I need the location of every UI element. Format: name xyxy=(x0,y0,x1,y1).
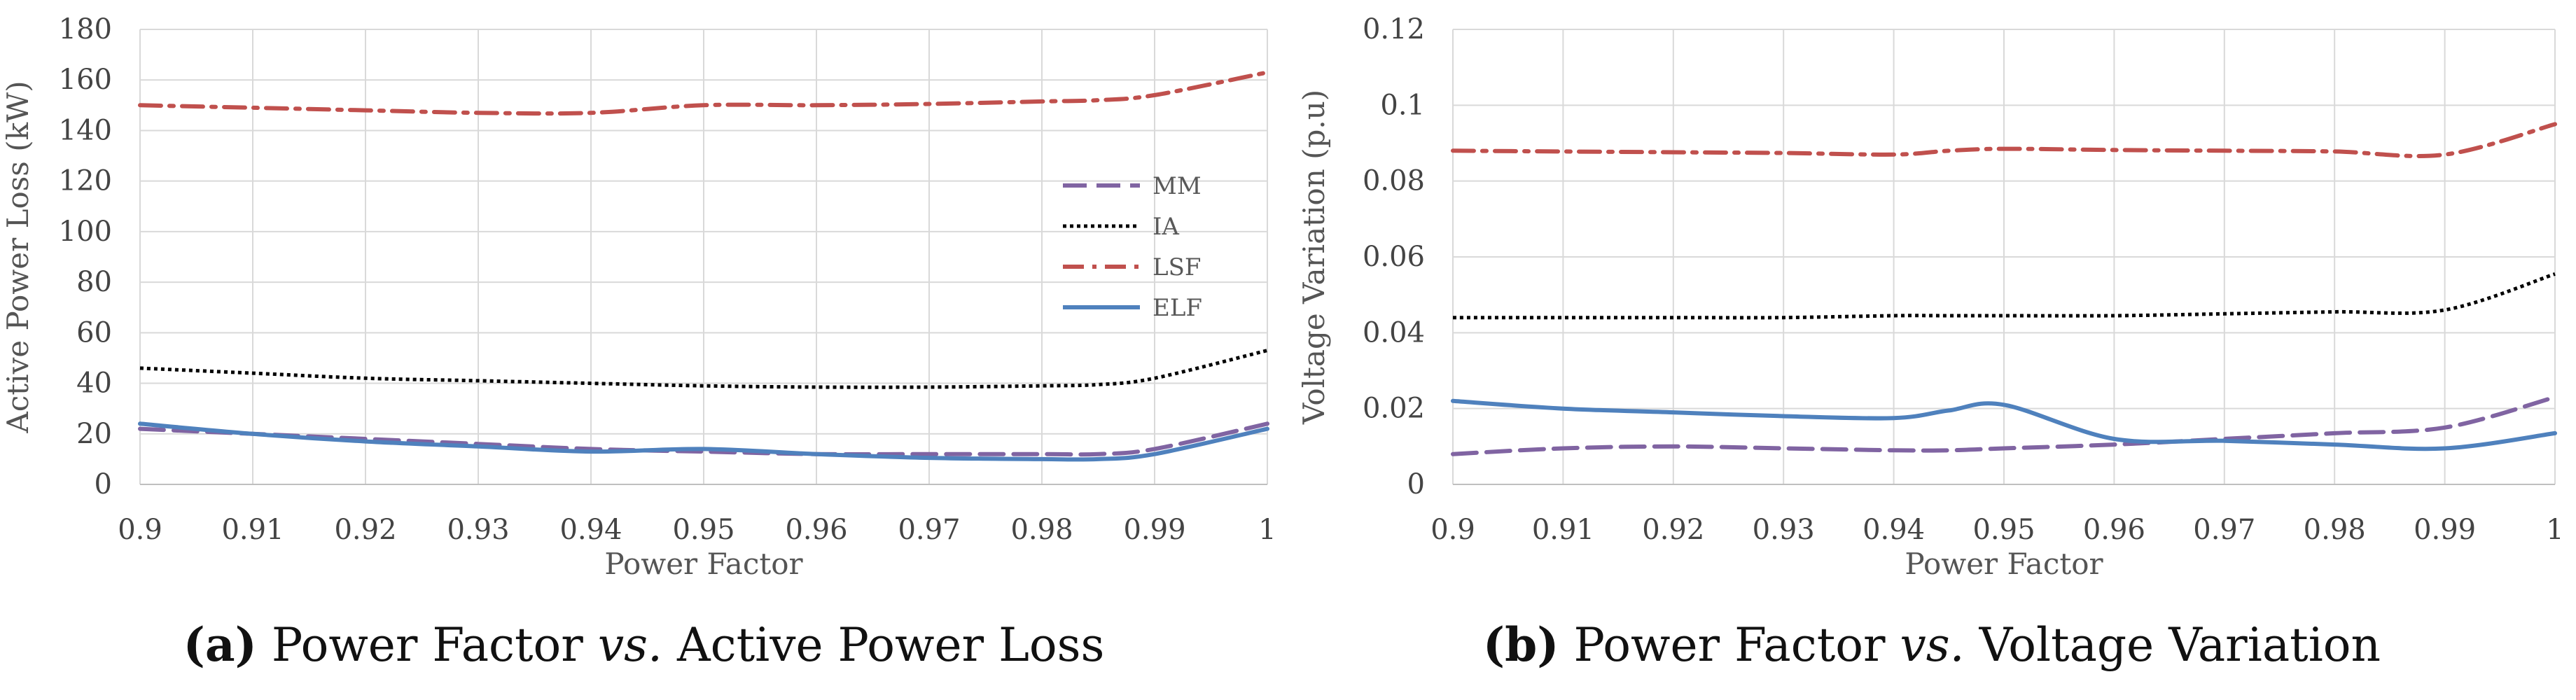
chart-a-x-tick-label: 0.95 xyxy=(672,514,734,546)
chart-b-x-tick-label: 0.92 xyxy=(1642,514,1704,546)
chart-b-x-tick-label: 0.96 xyxy=(2083,514,2145,546)
chart-a-svg: 0.9 0.91 0.92 0.93 0.94 0.95 0.96 0.97 0.98 0.99 1… xyxy=(1,13,1276,581)
caption-b-vs: vs. xyxy=(1900,618,1965,672)
chart-b-y-tick-label: 0.02 xyxy=(1363,393,1425,425)
chart-b-x-tick-label: 0.93 xyxy=(1753,514,1815,546)
chart-b-y-tick-label: 0.1 xyxy=(1380,89,1425,121)
chart-a-y-tick-label: 140 xyxy=(59,114,112,146)
chart-b-x-tick-label: 1 xyxy=(2546,514,2563,546)
chart-b-series-ia xyxy=(1452,272,2556,320)
chart-b-gridlines xyxy=(1452,29,2556,485)
chart-b-x-tick-label: 0.98 xyxy=(2304,514,2366,546)
chart-a-series-mm xyxy=(138,421,1269,457)
chart-b-x-axis-title: Power Factor xyxy=(1905,547,2103,581)
chart-b-y-tick-label: 0.06 xyxy=(1363,241,1425,273)
chart-a-x-axis-title: Power Factor xyxy=(604,547,803,581)
chart-a-series-lsf xyxy=(138,70,1269,116)
chart-a-x-tick-label: 0.98 xyxy=(1010,514,1073,546)
chart-a-series-ia xyxy=(139,349,1268,389)
chart-b-svg: 0.9 0.91 0.92 0.93 0.94 0.95 0.96 0.97 0.98 0.99 1… xyxy=(1297,13,2564,581)
chart-a-series-elf xyxy=(138,421,1269,462)
chart-b-y-tick-label: 0 xyxy=(1407,468,1425,500)
chart-a-x-tick-label: 0.99 xyxy=(1123,514,1185,546)
chart-a-y-tick-label: 100 xyxy=(59,216,112,248)
chart-a-y-tick-label: 60 xyxy=(76,316,112,349)
chart-b-series-elf xyxy=(1451,398,2557,451)
chart-a-y-tick-label: 180 xyxy=(59,13,112,46)
chart-panel-b: 0.9 0.91 0.92 0.93 0.94 0.95 0.96 0.97 0.98 0.99 1… xyxy=(1288,0,2576,700)
chart-b-y-axis-title: Voltage Variation (p.u) xyxy=(1297,90,1331,425)
chart-a-x-tick-label: 0.92 xyxy=(334,514,396,546)
chart-a-gridlines xyxy=(139,29,1268,485)
chart-b-x-tick-label: 0.9 xyxy=(1430,514,1475,546)
caption-a-before: Power Factor xyxy=(271,618,583,672)
chart-b-y-tick-label: 0.04 xyxy=(1363,316,1425,349)
chart-a-legend-label-mm: MM xyxy=(1153,172,1202,200)
chart-a-x-tick-label: 0.9 xyxy=(118,514,162,546)
chart-a-y-tick-label: 40 xyxy=(76,368,112,400)
chart-a-y-axis-title: Active Power Loss (kW) xyxy=(1,80,35,433)
chart-a-x-tick-label: 0.94 xyxy=(559,514,622,546)
chart-a-legend-label-ia: IA xyxy=(1153,213,1179,241)
caption-b-before: Power Factor xyxy=(1573,618,1886,672)
caption-b-tag: (b) xyxy=(1482,617,1559,672)
chart-b-y-tick-label: 0.08 xyxy=(1363,165,1425,197)
caption-a-after: Active Power Loss xyxy=(676,618,1105,672)
chart-a-y-tick-label: 20 xyxy=(76,418,112,450)
chart-b-series-lsf xyxy=(1451,122,2557,158)
caption-a-vs: vs. xyxy=(597,618,662,672)
chart-b-x-tick-label: 0.91 xyxy=(1532,514,1594,546)
chart-a-y-tick-label: 160 xyxy=(59,64,112,96)
caption-a: (a) Power Factor vs. Active Power Loss xyxy=(0,617,1288,672)
chart-a-x-tick-label: 0.97 xyxy=(898,514,960,546)
chart-a-y-tick-label: 120 xyxy=(59,165,112,197)
chart-a-legend: MM IA LSF ELF xyxy=(1063,172,1202,322)
chart-a-x-tick-label: 0.93 xyxy=(447,514,509,546)
chart-b-x-tick-label: 0.95 xyxy=(1972,514,2035,546)
chart-panel-a: 0.9 0.91 0.92 0.93 0.94 0.95 0.96 0.97 0.98 0.99 1… xyxy=(0,13,1288,672)
chart-a-y-tick-label: 80 xyxy=(76,266,112,298)
chart-a-legend-label-lsf: LSF xyxy=(1153,253,1201,281)
caption-b: (b) Power Factor vs. Voltage Variation xyxy=(1288,617,2576,672)
chart-b-series-mm xyxy=(1451,395,2557,456)
chart-a-x-tick-label: 1 xyxy=(1258,514,1276,546)
chart-b-x-tick-label: 0.94 xyxy=(1863,514,1925,546)
caption-a-tag: (a) xyxy=(183,617,257,672)
chart-b-x-tick-label: 0.97 xyxy=(2193,514,2255,546)
chart-a-x-tick-label: 0.96 xyxy=(785,514,847,546)
chart-b-y-tick-label: 0.12 xyxy=(1363,13,1425,46)
chart-a-legend-label-elf: ELF xyxy=(1153,294,1202,322)
caption-b-after: Voltage Variation xyxy=(1979,618,2381,672)
chart-a-x-tick-label: 0.91 xyxy=(221,514,284,546)
chart-b-x-tick-label: 0.99 xyxy=(2414,514,2476,546)
chart-a-y-tick-label: 0 xyxy=(95,468,112,500)
